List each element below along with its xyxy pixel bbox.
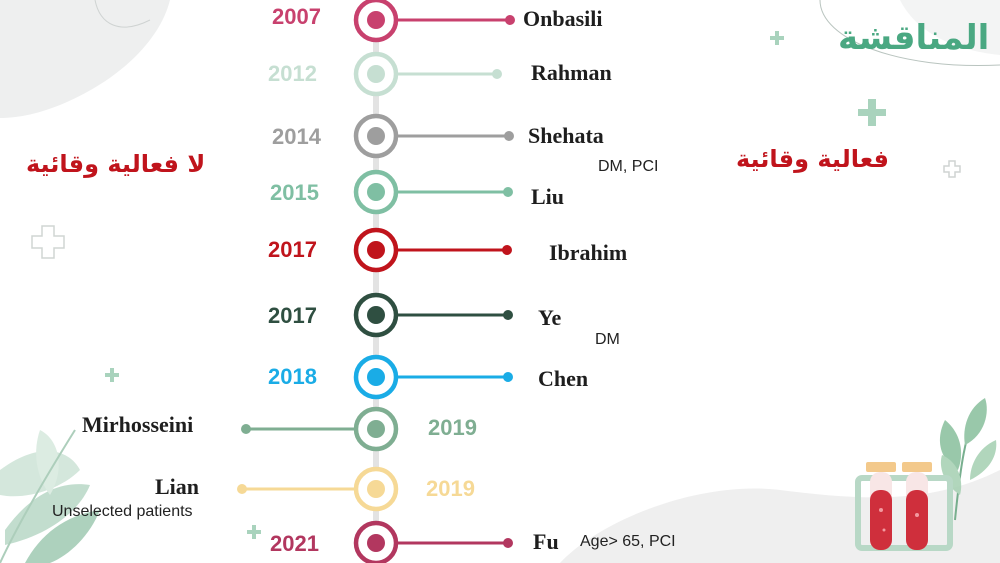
- timeline-node-dot: [367, 306, 385, 324]
- test-tubes-icon: [855, 462, 953, 551]
- timeline-node-dot: [367, 11, 385, 29]
- connector-dot: [503, 538, 513, 548]
- year-label: 2015: [270, 180, 319, 205]
- year-label: 2017: [268, 303, 317, 328]
- author-label: Ibrahim: [549, 240, 628, 265]
- year-label: 2017: [268, 237, 317, 262]
- connector-dot: [503, 187, 513, 197]
- leaf-icon: [0, 429, 100, 563]
- left-heading: لا فعالية وقائية: [26, 150, 206, 178]
- author-label: Fu: [533, 529, 559, 554]
- author-label: Onbasili: [523, 6, 603, 31]
- plus-icon: [105, 368, 119, 382]
- plus-icon: [31, 225, 65, 259]
- year-label: 2018: [268, 364, 317, 389]
- connector-dot: [241, 424, 251, 434]
- leaf-icon: [939, 398, 997, 521]
- top-left-arc: [94, 0, 151, 28]
- timeline-node-dot: [367, 534, 385, 552]
- connector-dot: [502, 245, 512, 255]
- top-right-blob: [900, 0, 1000, 55]
- year-label: 2019: [426, 476, 475, 501]
- year-label: 2021: [270, 531, 319, 556]
- year-label: 2014: [272, 124, 321, 149]
- connector-dot: [505, 15, 515, 25]
- author-label: Ye: [538, 305, 562, 330]
- author-label: Shehata: [528, 123, 604, 148]
- year-label: 2012: [268, 61, 317, 86]
- timeline-node-dot: [367, 480, 385, 498]
- right-heading: فعالية وقائية: [736, 145, 889, 173]
- timeline-node-dot: [367, 420, 385, 438]
- timeline-node-dot: [367, 368, 385, 386]
- connector-dot: [237, 484, 247, 494]
- page-title: المناقشة: [838, 18, 990, 58]
- connector-dot: [492, 69, 502, 79]
- author-label: Mirhosseini: [82, 412, 194, 437]
- author-label: Liu: [531, 184, 565, 209]
- top-left-blob: [0, 0, 170, 118]
- plus-icon: [943, 160, 961, 178]
- connector-dot: [503, 310, 513, 320]
- year-label: 2007: [272, 4, 321, 29]
- author-label: Chen: [538, 366, 589, 391]
- connector-dot: [503, 372, 513, 382]
- timeline-node-dot: [367, 65, 385, 83]
- plus-icon: [770, 31, 784, 45]
- study-note: DM: [595, 331, 620, 348]
- timeline-node-dot: [367, 241, 385, 259]
- plus-icon: [247, 525, 261, 539]
- author-label: Lian: [155, 474, 200, 499]
- top-right-arc: [819, 0, 1000, 67]
- study-note: Age> 65, PCI: [580, 533, 676, 550]
- timeline-node-dot: [367, 183, 385, 201]
- study-note: DM, PCI: [598, 158, 659, 175]
- study-note: Unselected patients: [52, 503, 193, 520]
- author-label: Rahman: [531, 60, 612, 85]
- connector-dot: [504, 131, 514, 141]
- plus-icon: [858, 99, 886, 126]
- timeline-node-dot: [367, 127, 385, 145]
- year-label: 2019: [428, 415, 477, 440]
